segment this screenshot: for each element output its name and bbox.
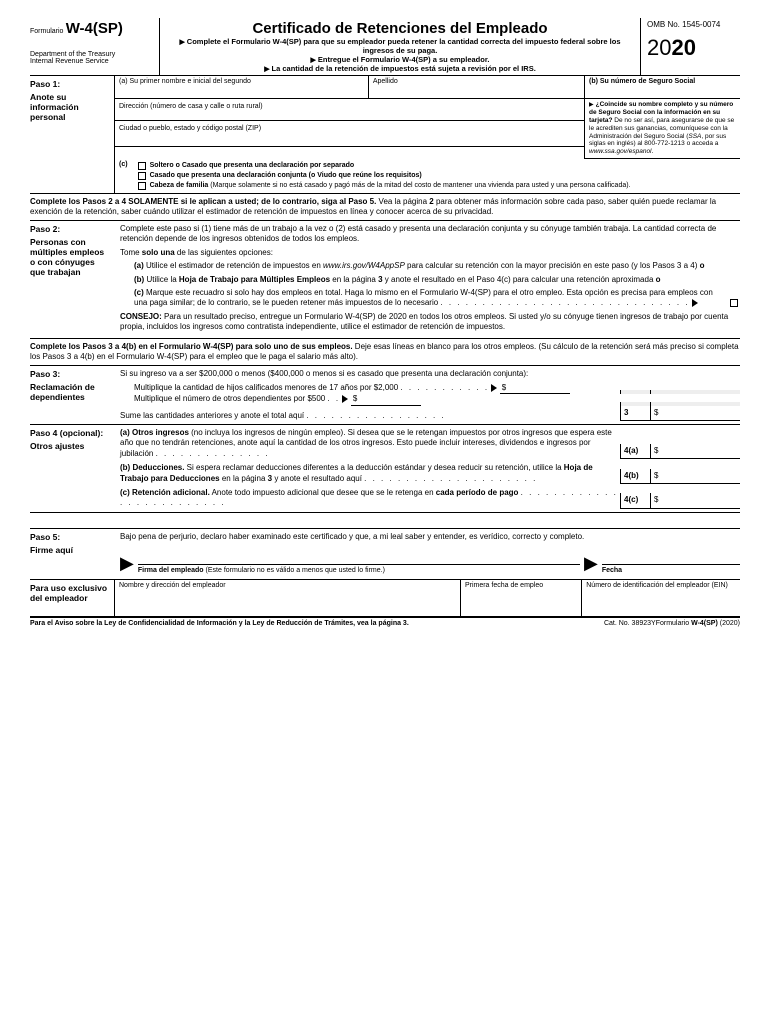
line-3-num: 3 xyxy=(620,406,650,421)
step3-label: Paso 3: Reclamación de dependientes xyxy=(30,366,114,424)
step1-section: Paso 1: Anote su información personal (a… xyxy=(30,76,740,194)
footer-right: Formulario W-4(SP) (2020) xyxy=(656,620,740,627)
date-arrow-icon: ▶ xyxy=(584,552,598,575)
checkbox-head-household[interactable] xyxy=(138,182,146,190)
arrow-icon xyxy=(692,299,698,307)
step5-label: Paso 5: Firme aquí xyxy=(30,529,114,579)
checkbox-single[interactable] xyxy=(138,162,146,170)
tax-year: 2020 xyxy=(647,35,740,61)
form-name: W-4(SP) xyxy=(66,20,123,37)
date-field[interactable]: Fecha xyxy=(602,564,740,575)
city-field[interactable]: Ciudad o pueblo, estado y código postal … xyxy=(115,121,584,147)
line-3-amount[interactable]: $ xyxy=(650,406,740,421)
step4-section: Paso 4 (opcional): Otros ajustes (a) Otr… xyxy=(30,425,740,513)
address-field[interactable]: Dirección (número de casa y calle o ruta… xyxy=(115,99,584,121)
step3-section: Paso 3: Reclamación de dependientes Si s… xyxy=(30,366,740,425)
header-center: Certificado de Retenciones del Empleado … xyxy=(160,18,640,75)
step5-body: Bajo pena de perjurio, declaro haber exa… xyxy=(114,529,740,579)
step4-body: (a) Otros ingresos (no incluya los ingre… xyxy=(114,425,740,512)
ein-field[interactable]: Número de identificación del empleador (… xyxy=(581,580,740,616)
form-title: Certificado de Retenciones del Empleado xyxy=(166,20,634,37)
line-4b-num: 4(b) xyxy=(620,469,650,484)
employer-name-field[interactable]: Nombre y dirección del empleador xyxy=(114,580,460,616)
subtitle-1: Complete el Formulario W-4(SP) para que … xyxy=(166,37,634,55)
signature-arrow-icon: ▶ xyxy=(120,552,134,575)
step3-body: Si su ingreso va a ser $200,000 o menos … xyxy=(114,366,740,424)
footer-left: Para el Aviso sobre la Ley de Confidenci… xyxy=(30,620,604,627)
ssn-note: ¿Coincide su nombre completo y su número… xyxy=(584,99,740,159)
instructions-mid2: Complete los Pasos 3 a 4(b) en el Formul… xyxy=(30,339,740,366)
dept1: Department of the Treasury xyxy=(30,51,155,58)
step2-section: Paso 2: Personas con múltiples empleos o… xyxy=(30,221,740,340)
last-name-field[interactable]: Apellido xyxy=(368,76,584,98)
filing-status: (c) Soltero o Casado que presenta una de… xyxy=(115,159,740,193)
dept2: Internal Revenue Service xyxy=(30,58,155,65)
instructions-mid1: Complete los Pasos 2 a 4 SOLAMENTE si le… xyxy=(30,194,740,221)
line-4c-num: 4(c) xyxy=(620,493,650,508)
form-word: Formulario xyxy=(30,28,63,35)
step1-label: Paso 1: Anote su información personal xyxy=(30,76,114,193)
omb-number: OMB No. 1545-0074 xyxy=(647,20,740,29)
first-name-field[interactable]: (a) Su primer nombre e inicial del segun… xyxy=(115,76,368,98)
employer-section: Para uso exclusivo del empleador Nombre … xyxy=(30,579,740,617)
step2-label: Paso 2: Personas con múltiples empleos o… xyxy=(30,221,114,339)
subtitle-3: La cantidad de la retención de impuestos… xyxy=(166,64,634,73)
header-right: OMB No. 1545-0074 2020 xyxy=(640,18,740,75)
employer-label: Para uso exclusivo del empleador xyxy=(30,580,114,616)
checkbox-two-jobs[interactable] xyxy=(730,299,738,307)
footer-catalog: Cat. No. 38923Y xyxy=(604,620,656,627)
line-4a-num: 4(a) xyxy=(620,444,650,459)
line-4c-amount[interactable]: $ xyxy=(650,493,740,508)
step2-body: Complete este paso si (1) tiene más de u… xyxy=(114,221,740,339)
line-4a-amount[interactable]: $ xyxy=(650,444,740,459)
step1-body: (a) Su primer nombre e inicial del segun… xyxy=(114,76,740,193)
form-header: Formulario W-4(SP) Department of the Tre… xyxy=(30,18,740,76)
subtitle-2: Entregue el Formulario W-4(SP) a su empl… xyxy=(166,55,634,64)
form-footer: Para el Aviso sobre la Ley de Confidenci… xyxy=(30,617,740,627)
checkbox-married-joint[interactable] xyxy=(138,172,146,180)
header-left: Formulario W-4(SP) Department of the Tre… xyxy=(30,18,160,75)
step4-label: Paso 4 (opcional): Otros ajustes xyxy=(30,425,114,512)
step5-section: Paso 5: Firme aquí Bajo pena de perjurio… xyxy=(30,529,740,579)
first-date-field[interactable]: Primera fecha de empleo xyxy=(460,580,581,616)
ssn-field[interactable]: (b) Su número de Seguro Social xyxy=(584,76,740,98)
line-4b-amount[interactable]: $ xyxy=(650,469,740,484)
signature-field[interactable]: Firma del empleado (Este formulario no e… xyxy=(138,564,580,575)
